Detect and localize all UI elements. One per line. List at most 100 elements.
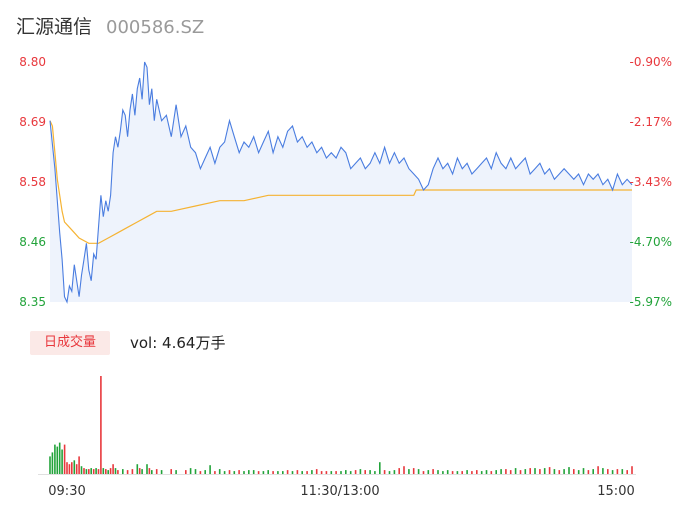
x-tick-label: 11:30/13:00 [300, 484, 379, 499]
volume-bar [49, 456, 51, 474]
x-tick-label: 15:00 [597, 484, 634, 499]
volume-bar [223, 471, 226, 474]
volume-bar [374, 471, 376, 474]
volume-bar [335, 471, 337, 474]
volume-bar [432, 469, 434, 474]
volume-bar [631, 466, 633, 474]
volume-bar [58, 442, 61, 474]
volume-bar [214, 471, 216, 474]
volume-bar [131, 469, 134, 474]
volume-bar [68, 464, 71, 474]
volume-bar [446, 470, 449, 474]
volume-bar [117, 470, 119, 474]
volume-bar [102, 468, 105, 474]
volume-bar [146, 464, 148, 474]
volume-bar [175, 470, 177, 474]
y-tick-right: -0.90% [630, 55, 672, 69]
volume-bar [490, 471, 493, 474]
volume-bar [621, 469, 624, 474]
volume-bar [296, 470, 299, 474]
volume-bar [626, 470, 628, 474]
volume-bar [548, 467, 551, 474]
volume-bar [277, 471, 279, 474]
volume-bar [577, 470, 580, 474]
volume-tag[interactable]: 日成交量 [30, 331, 110, 355]
volume-bar [92, 469, 95, 474]
volume-bar [369, 470, 371, 474]
volume-bar [553, 469, 556, 474]
volume-bar [107, 470, 109, 474]
volume-bar [71, 462, 73, 474]
volume-bar [607, 469, 609, 474]
volume-bar [138, 468, 141, 474]
volume-bar [155, 469, 158, 474]
volume-bar [442, 471, 444, 474]
y-tick-left: 8.69 [19, 115, 46, 129]
volume-bar [509, 470, 512, 474]
y-tick-left: 8.58 [19, 175, 46, 189]
volume-value: vol: 4.64万手 [130, 334, 226, 352]
volume-bar [495, 470, 497, 474]
volume-bar [63, 444, 66, 474]
title-row: 汇源通信 000586.SZ [16, 12, 204, 40]
volume-bar [105, 469, 107, 474]
volume-bar [151, 470, 153, 474]
volume-bar [252, 470, 255, 474]
volume-bar [262, 471, 265, 474]
volume-bar [194, 469, 197, 474]
volume-bar [403, 466, 405, 474]
volume-bar [456, 471, 459, 474]
volume-bar [412, 468, 415, 474]
volume-bar [364, 470, 366, 474]
stock-name: 汇源通信 [16, 16, 93, 38]
volume-bar [558, 470, 561, 474]
volume-bar [417, 469, 420, 474]
volume-bar [141, 469, 143, 474]
volume-bar [529, 468, 531, 474]
price-area [50, 62, 632, 302]
volume-bar [228, 470, 231, 474]
volume-bar [485, 470, 488, 474]
volume-bar [461, 471, 463, 474]
volume-bar [267, 470, 269, 474]
volume-bar [349, 471, 352, 474]
volume-bar [311, 470, 313, 474]
volume-bar [587, 470, 590, 474]
volume-bar [393, 470, 396, 474]
volume-bar [51, 452, 54, 474]
volume-bar [148, 468, 151, 474]
volume-bar [78, 456, 80, 474]
volume-bar [56, 446, 59, 474]
volume-bar [616, 469, 619, 474]
x-tick-label: 09:30 [48, 484, 85, 499]
stock-code: 000586.SZ [106, 17, 205, 38]
volume-bar [80, 466, 83, 474]
volume-bar [126, 470, 129, 474]
volume-bar [611, 470, 614, 474]
volume-bar [282, 471, 284, 474]
volume-bar [437, 470, 439, 474]
volume-bar [218, 469, 221, 474]
volume-bar [597, 466, 599, 474]
volume-bar [160, 470, 163, 474]
volume-bar [238, 470, 240, 474]
volume-bar [388, 471, 391, 474]
volume-bar [451, 471, 454, 474]
volume-bar [272, 471, 274, 474]
y-tick-right: -4.70% [630, 235, 672, 249]
volume-bar [514, 468, 517, 474]
volume-bar [398, 468, 400, 474]
volume-bar [73, 460, 76, 474]
volume-bar [83, 468, 85, 474]
volume-bar [422, 471, 425, 474]
volume-bar [112, 464, 114, 474]
y-tick-left: 8.46 [19, 235, 46, 249]
volume-bar [90, 468, 92, 474]
volume-bar [185, 470, 187, 474]
volume-bar [320, 471, 323, 474]
y-tick-right: -3.43% [630, 175, 672, 189]
volume-bar [85, 469, 88, 474]
volume-bar [330, 471, 333, 474]
volume-bar [243, 471, 245, 474]
